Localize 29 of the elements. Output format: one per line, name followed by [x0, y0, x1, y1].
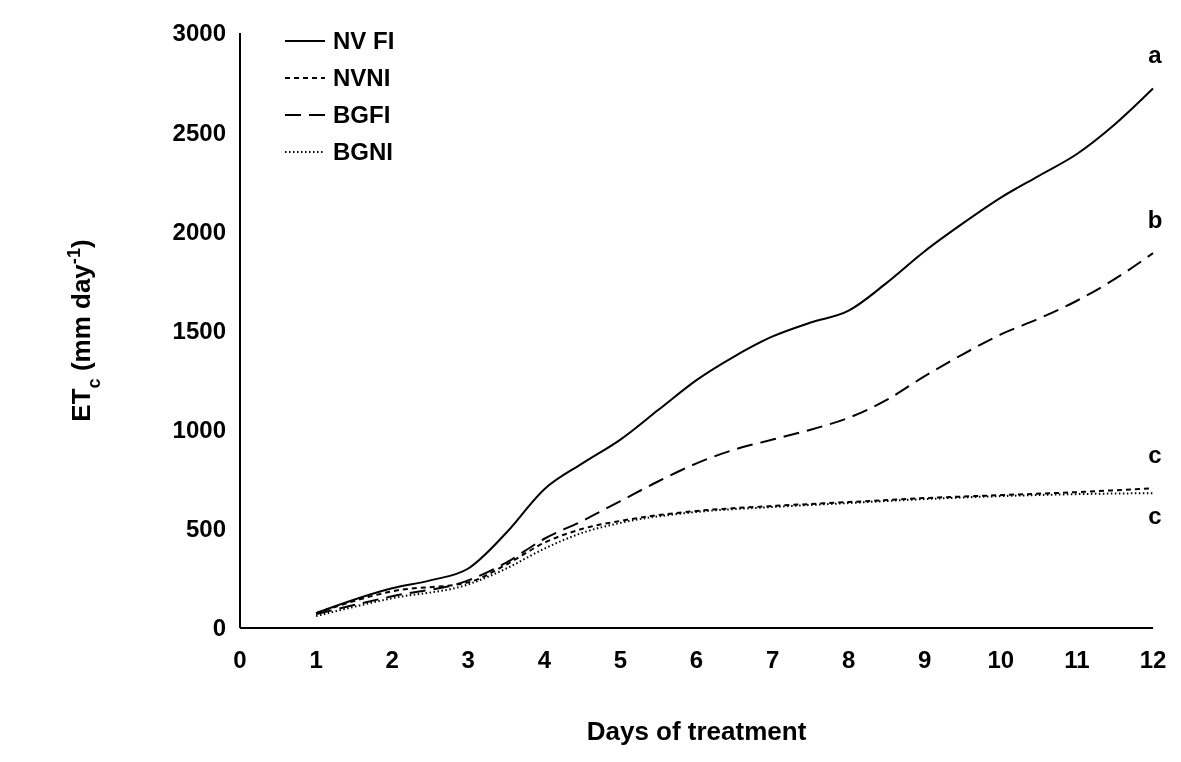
y-tick-label: 2000: [172, 217, 226, 245]
x-axis-title: Days of treatment: [586, 716, 807, 746]
y-tick-label: 3000: [172, 19, 226, 47]
legend-label: NVNI: [333, 64, 391, 92]
annotation: a: [1148, 40, 1163, 68]
x-tick-label: 7: [765, 646, 780, 673]
x-tick-label: 8: [841, 646, 856, 673]
y-tick-label: 1000: [172, 416, 226, 444]
y-tick-label: 500: [185, 515, 226, 543]
x-tick-label: 11: [1064, 646, 1090, 673]
x-tick-label: 1: [309, 646, 323, 673]
x-tick-label: 5: [613, 646, 628, 673]
annotation: b: [1147, 205, 1163, 233]
legend-label: NV FI: [333, 27, 395, 55]
x-tick-label: 6: [689, 646, 704, 673]
legend-label: BGFI: [333, 101, 391, 129]
y-tick-label: 0: [212, 614, 226, 642]
x-tick-label: 4: [537, 646, 552, 673]
y-tick-label: 1500: [172, 316, 226, 344]
x-tick-label: 9: [918, 646, 932, 673]
x-tick-label: 3: [461, 646, 475, 673]
annotation: c: [1148, 440, 1162, 468]
annotation: c: [1148, 501, 1162, 529]
x-tick-label: 12: [1139, 646, 1167, 673]
legend-label: BGNI: [333, 138, 393, 166]
x-tick-label: 10: [987, 646, 1015, 673]
y-tick-label: 2500: [172, 118, 226, 146]
x-tick-label: 0: [233, 646, 247, 673]
x-tick-label: 2: [385, 646, 399, 673]
